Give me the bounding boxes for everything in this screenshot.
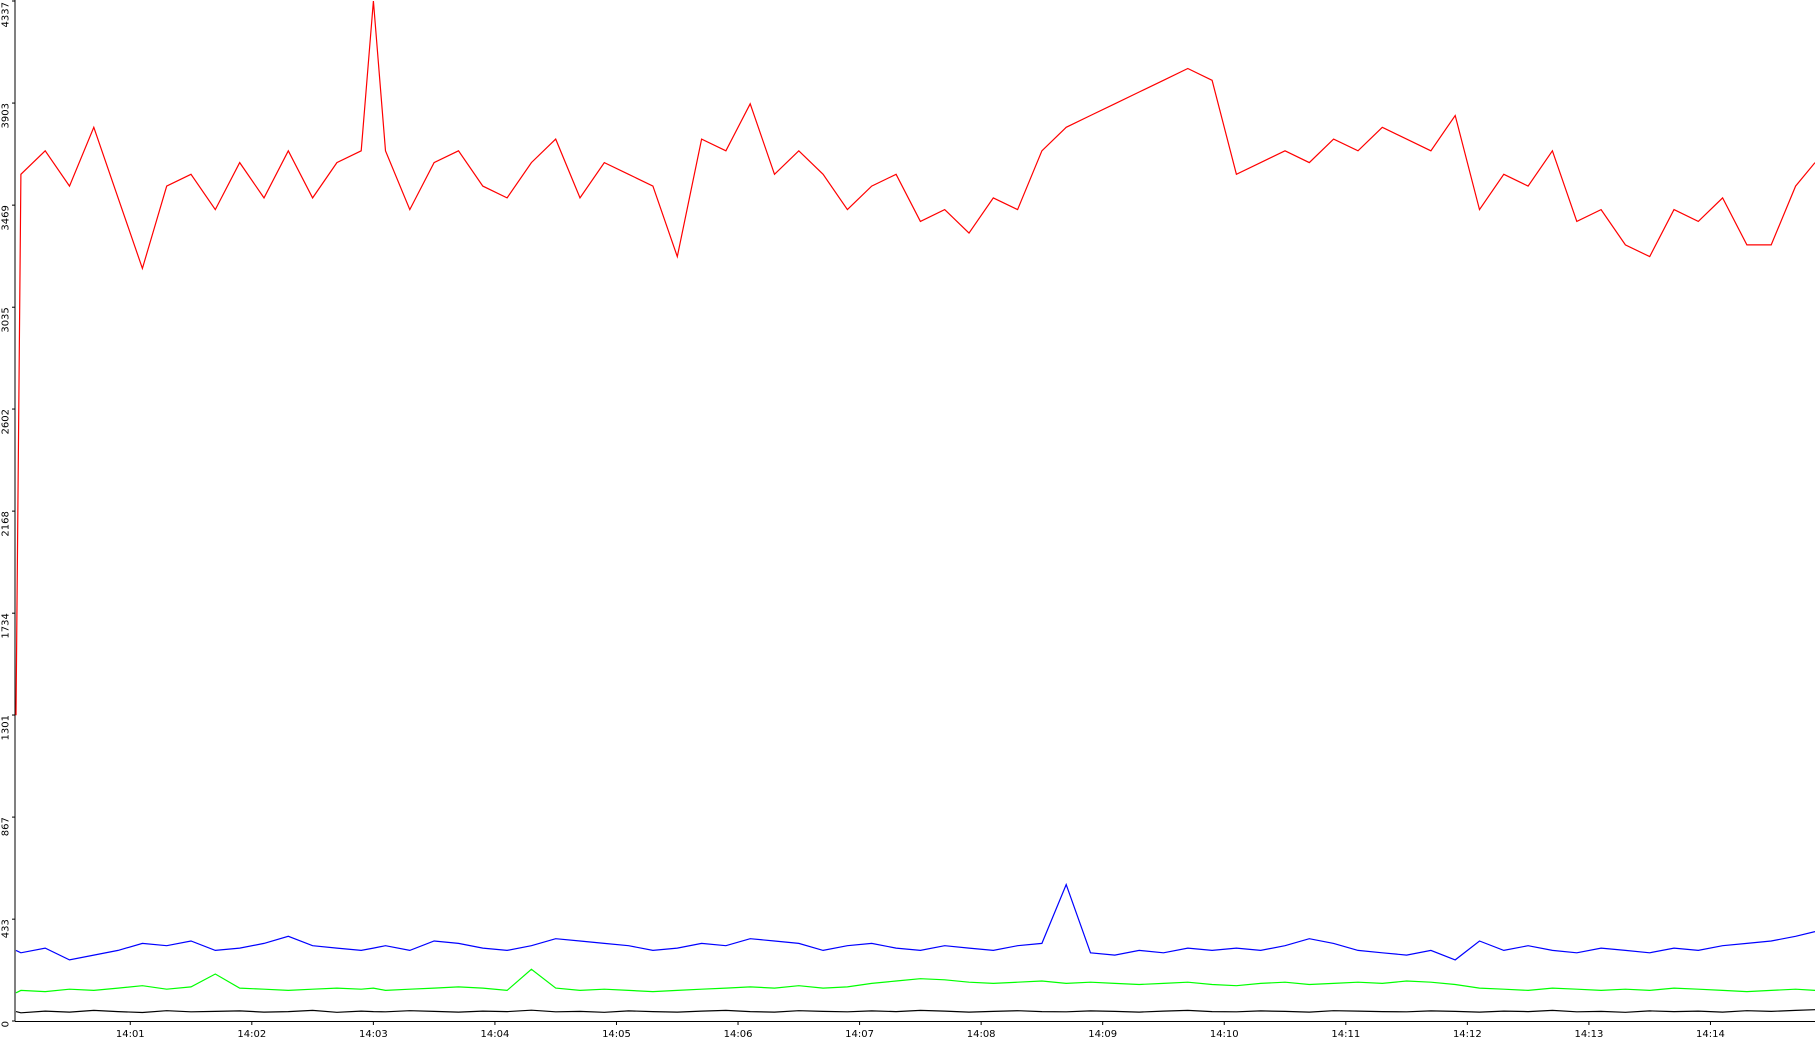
series-line xyxy=(15,882,1815,961)
x-tick-label: 14:03 xyxy=(359,1029,388,1039)
x-tick-label: 14:09 xyxy=(1088,1029,1117,1039)
x-tick-label: 14:11 xyxy=(1331,1029,1360,1039)
x-tick-label: 14:02 xyxy=(237,1029,266,1039)
y-tick-label: 3903 xyxy=(0,103,11,128)
x-tick-label: 14:04 xyxy=(481,1029,510,1039)
y-tick-label: 3469 xyxy=(0,205,11,230)
y-tick-label: 1301 xyxy=(0,715,11,740)
x-tick-label: 14:13 xyxy=(1574,1029,1603,1039)
x-tick-label: 14:12 xyxy=(1453,1029,1482,1039)
y-tick-label: 867 xyxy=(0,817,11,836)
y-tick-label: 2168 xyxy=(0,511,11,536)
series-line xyxy=(15,1009,1815,1014)
x-tick-label: 14:01 xyxy=(116,1029,145,1039)
y-tick-label: 2602 xyxy=(0,409,11,434)
series-line xyxy=(15,968,1815,994)
y-tick-label: 4337 xyxy=(0,2,11,27)
x-tick-label: 14:05 xyxy=(602,1029,631,1039)
x-tick-label: 14:14 xyxy=(1696,1029,1725,1039)
x-tick-label: 14:07 xyxy=(845,1029,874,1039)
y-tick-label: 433 xyxy=(0,919,11,938)
y-tick-label: 3035 xyxy=(0,307,11,332)
series-line xyxy=(15,0,1815,716)
y-tick-label: 0 xyxy=(0,1021,11,1027)
x-tick-label: 14:10 xyxy=(1210,1029,1239,1039)
y-tick-label: 1734 xyxy=(0,613,11,638)
x-tick-label: 14:08 xyxy=(967,1029,996,1039)
x-tick-label: 14:06 xyxy=(724,1029,753,1039)
